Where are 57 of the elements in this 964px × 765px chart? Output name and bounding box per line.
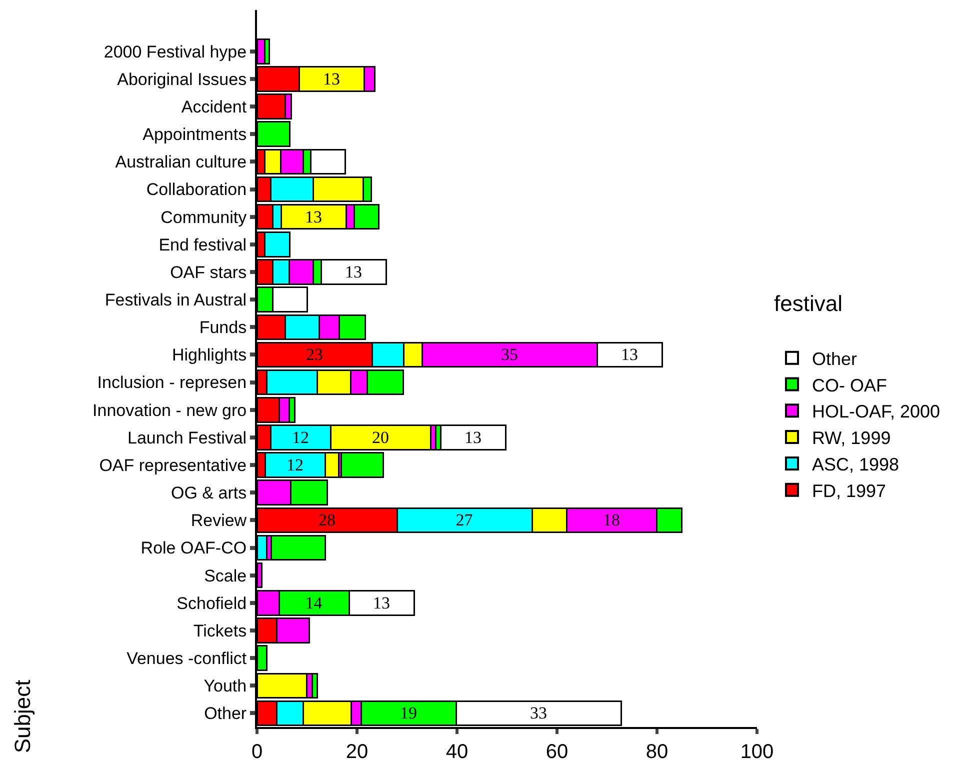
data-label: 13 bbox=[621, 345, 638, 364]
legend-label: RW, 1999 bbox=[812, 428, 891, 448]
y-tick-label: Scale bbox=[204, 566, 247, 586]
x-tick-label: 0 bbox=[251, 741, 263, 763]
data-label: 33 bbox=[530, 704, 547, 723]
y-tick-label: Funds bbox=[199, 318, 247, 338]
y-tick-label: Accident bbox=[181, 97, 247, 116]
data-label: 35 bbox=[501, 345, 518, 364]
data-label: 13 bbox=[323, 69, 340, 88]
x-tick-label: 20 bbox=[346, 741, 368, 763]
y-tick-label: Innovation - new gro bbox=[92, 400, 247, 420]
y-tick-label: Inclusion - represen bbox=[97, 373, 247, 392]
y-tick-label: Launch Festival bbox=[128, 428, 247, 448]
y-tick-label: Aboriginal Issues bbox=[117, 70, 247, 89]
legend-label: HOL-OAF, 2000 bbox=[812, 402, 940, 422]
bar bbox=[270, 534, 326, 561]
legend-label: Other bbox=[812, 348, 858, 369]
data-label: 13 bbox=[305, 207, 322, 226]
data-label: 19 bbox=[400, 704, 417, 723]
legend-label: FD, 1997 bbox=[812, 480, 886, 501]
data-label: 23 bbox=[306, 345, 323, 364]
y-tick-label: Tickets bbox=[193, 621, 247, 640]
y-tick-label: Youth bbox=[204, 676, 247, 696]
data-label: 12 bbox=[292, 428, 309, 447]
data-label: 27 bbox=[456, 510, 474, 530]
y-tick-label: Schofield bbox=[176, 594, 247, 613]
y-tick-label: Role OAF-CO bbox=[140, 538, 247, 558]
y-tick-label: Collaboration bbox=[146, 180, 247, 200]
y-tick-label: Venues -conflict bbox=[126, 649, 247, 668]
data-label: 13 bbox=[373, 593, 390, 612]
y-tick-label: End festival bbox=[158, 235, 247, 254]
y-tick-label: Community bbox=[160, 208, 248, 227]
legend-label: ASC, 1998 bbox=[812, 454, 900, 474]
legend-title: festival bbox=[774, 291, 842, 316]
y-axis-title: Subject bbox=[10, 680, 35, 754]
data-label: 12 bbox=[286, 456, 304, 475]
y-tick-label: Review bbox=[190, 511, 248, 530]
data-label: 20 bbox=[372, 428, 389, 447]
data-label: 13 bbox=[345, 262, 362, 282]
y-tick-label: OG & arts bbox=[171, 484, 247, 503]
y-tick-label: Festivals in Austral bbox=[104, 290, 247, 310]
x-tick-label: 100 bbox=[740, 741, 774, 763]
x-tick-label: 60 bbox=[546, 741, 568, 763]
y-tick-label: Appointments bbox=[142, 125, 247, 144]
y-tick-label: OAF representative bbox=[99, 456, 247, 475]
y-tick-label: Highlights bbox=[172, 346, 247, 365]
y-tick-label: 2000 Festival hype bbox=[104, 42, 247, 62]
legend-label: CO- OAF bbox=[812, 375, 887, 396]
data-label: 13 bbox=[464, 428, 482, 447]
data-label: 14 bbox=[305, 593, 323, 612]
x-tick-label: 40 bbox=[446, 741, 468, 763]
x-tick-label: 80 bbox=[646, 741, 668, 763]
data-label: 28 bbox=[318, 510, 336, 530]
y-tick-label: Australian culture bbox=[115, 152, 247, 172]
data-label: 18 bbox=[603, 510, 620, 530]
y-tick-label: Other bbox=[204, 704, 247, 724]
y-tick-label: OAF stars bbox=[170, 262, 247, 282]
